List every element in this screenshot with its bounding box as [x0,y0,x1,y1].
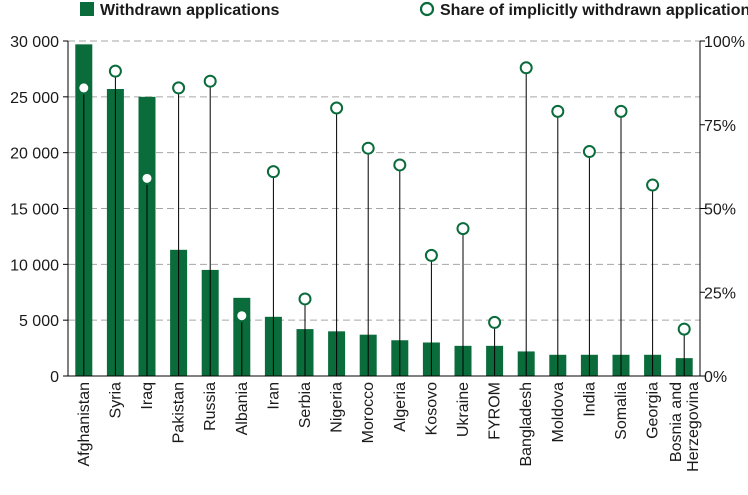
x-tick-label: Bosnia andHerzegovina [668,382,702,472]
y-left-tick-label: 0 [50,369,59,386]
y-left-tick-label: 15 000 [10,202,59,219]
marker-point [519,61,533,75]
marker-point [77,81,91,95]
marker-point [456,222,470,236]
marker-point [393,158,407,172]
marker-point [646,178,660,192]
x-tick-label: Iraq [139,382,156,410]
legend-marker-swatch [419,1,435,17]
marker-point [330,101,344,115]
legend-bars-label: Withdrawn applications [100,2,280,19]
gridlines [68,40,700,321]
marker-point [266,165,280,179]
x-tick-label-line: Bosnia and [668,382,685,462]
marker-point [361,141,375,155]
marker-point [172,81,186,95]
bars [75,44,693,377]
x-tick-label: Serbia [297,382,314,428]
y-left-tick-label: 5 000 [19,313,59,330]
x-tick-label: Morocco [360,382,377,443]
x-tick-label: FYROM [487,382,504,440]
y-axis-left: 0 5 000 10 000 15 000 20 000 25 000 30 000 [10,34,69,386]
x-tick-label: Afghanistan [76,382,93,467]
x-tick-label: Syria [107,382,124,419]
x-tick-label: Albania [234,382,251,435]
x-tick-label: Bangladesh [518,382,535,467]
marker-point [140,171,154,185]
x-axis: Afghanistan Syria Iraq Pakistan Russia Albani… [68,375,702,472]
y-left-tick-label: 30 000 [10,34,59,51]
x-tick-label: Russia [202,382,219,431]
legend-bar-swatch [80,2,94,16]
marker-point [203,74,217,88]
y-left-tick-label: 10 000 [10,257,59,274]
y-right-tick-label: 50% [704,202,736,219]
marker-point [235,309,249,323]
marker-stems [83,67,685,376]
marker-point [424,248,438,262]
legend: Withdrawn applications Share of implicit… [80,1,748,19]
marker-point [677,322,691,336]
x-tick-label: Iran [265,382,282,410]
y-left-tick-label: 25 000 [10,90,59,107]
y-right-tick-label: 75% [704,118,736,135]
x-tick-label: Ukraine [455,382,472,437]
x-tick-label: Somalia [613,382,630,440]
x-tick-label: Georgia [645,382,662,439]
y-right-tick-label: 0% [704,369,727,386]
y-left-tick-label: 20 000 [10,146,59,163]
legend-markers-label: Share of implicitly withdrawn applicatio… [440,2,748,19]
markers [77,61,691,336]
marker-point [298,292,312,306]
y-right-tick-label: 100% [704,34,745,51]
x-tick-label: Moldova [550,382,567,443]
marker-point [582,145,596,159]
x-tick-label: Pakistan [171,382,188,443]
marker-point [488,315,502,329]
y-right-tick-label: 25% [704,285,736,302]
marker-point [108,64,122,78]
x-tick-label: Algeria [392,382,409,432]
x-tick-label: Nigeria [329,382,346,433]
marker-point [614,104,628,118]
x-tick-label-line: Herzegovina [685,382,702,472]
marker-point [551,104,565,118]
x-tick-label: Kosovo [423,382,440,435]
x-tick-label: India [581,382,598,417]
y-axis-right: 0% 25% 50% 75% 100% [699,34,745,386]
